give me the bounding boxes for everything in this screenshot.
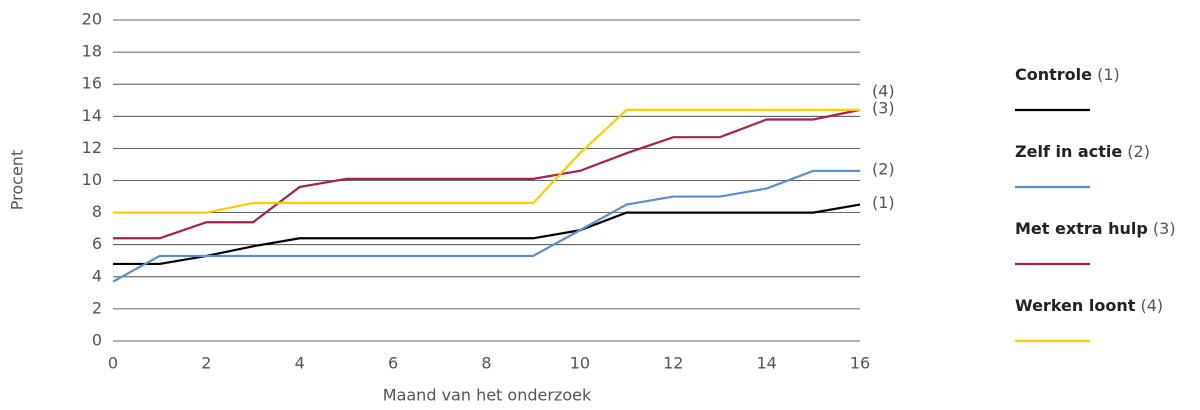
series-line [113,108,861,240]
legend-name: Met extra hulp [1015,219,1148,238]
y-tick-label: 16 [82,74,102,93]
legend-number: (3) [1153,219,1176,238]
x-tick-label: 0 [108,354,118,373]
x-tick-label: 8 [481,354,491,373]
legend-name: Zelf in actie [1015,142,1122,161]
end-label: (2) [872,159,895,178]
y-tick-label: 12 [82,138,102,157]
end-label: (1) [872,193,895,212]
y-tick-label: 14 [82,106,102,125]
legend-number: (1) [1097,65,1120,84]
x-tick-label: 4 [295,354,305,373]
x-tick-label: 6 [388,354,398,373]
x-tick-label: 2 [201,354,211,373]
series-line [113,203,861,266]
legend-label: Werken loont (4) [1015,296,1163,315]
legend-number: (4) [1140,296,1163,315]
x-tick-label: 10 [570,354,590,373]
x-axis-label: Maand van het onderzoek [383,386,592,405]
legend-label: Zelf in actie (2) [1015,142,1150,161]
x-tick-label: 12 [663,354,683,373]
x-tick-label: 14 [756,354,776,373]
end-label: (4) [872,81,895,100]
legend-number: (2) [1127,142,1150,161]
legend-name: Controle [1015,65,1092,84]
legend-label: Met extra hulp (3) [1015,219,1176,238]
y-tick-label: 6 [92,234,102,253]
end-label: (3) [872,98,895,117]
series-line [112,169,860,283]
series-line [113,108,860,214]
y-axis-label: Procent [8,150,27,210]
y-tick-label: 8 [92,202,102,221]
legend-name: Werken loont [1015,296,1136,315]
x-tick-label: 16 [850,354,870,373]
legend-label: Controle (1) [1015,65,1120,84]
y-tick-label: 0 [92,331,102,350]
y-tick-label: 10 [82,170,102,189]
y-tick-label: 18 [82,42,102,61]
y-tick-label: 2 [92,298,102,317]
y-tick-label: 4 [92,266,102,285]
y-tick-label: 20 [82,10,102,29]
